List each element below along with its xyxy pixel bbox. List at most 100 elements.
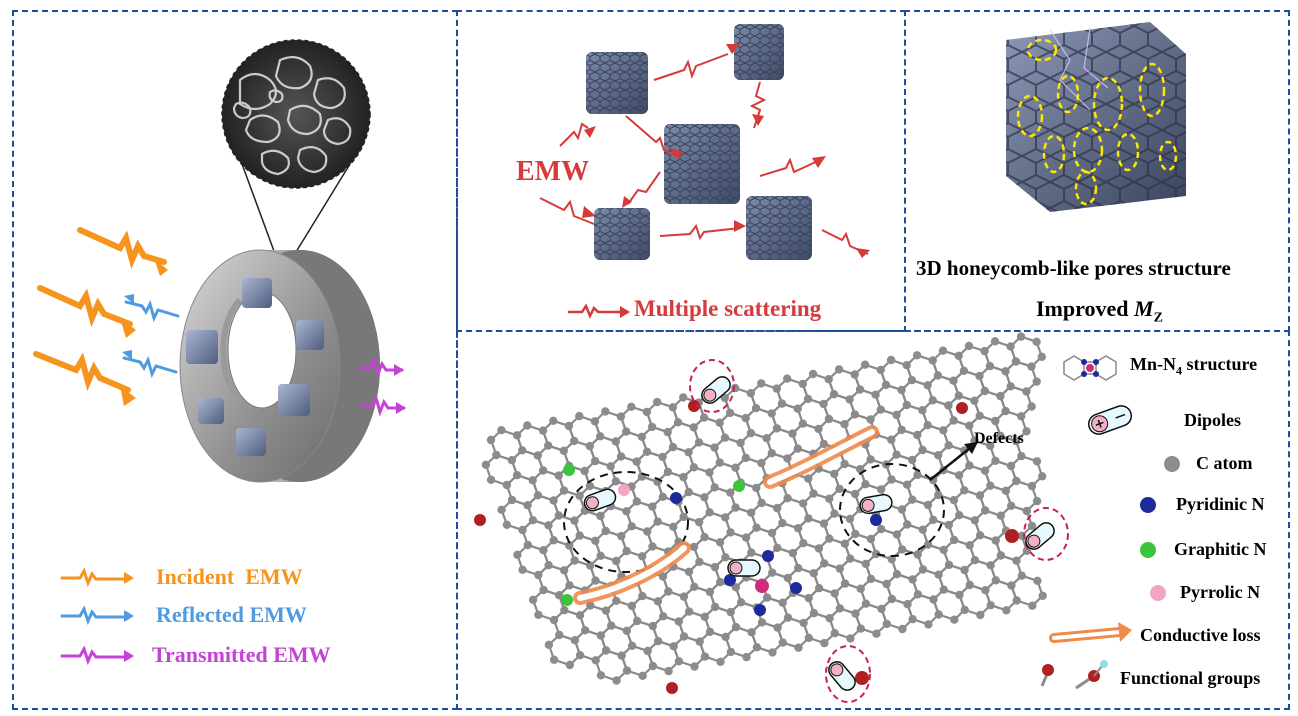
carbon-atom — [924, 620, 933, 629]
carbon-atom — [549, 655, 559, 664]
carbon-atom — [497, 505, 506, 514]
legend-conductive-loss: Conductive loss — [1140, 625, 1261, 645]
carbon-atom — [716, 657, 725, 666]
carbon-atom — [938, 346, 948, 355]
legend-c-atom: C atom — [1196, 453, 1253, 473]
carbon-atom — [664, 666, 673, 676]
dipole-icon — [1087, 405, 1133, 435]
carbon-atom — [898, 624, 907, 634]
carbon-atom — [544, 640, 554, 649]
carbon-atom — [860, 360, 870, 369]
ring-cubes — [186, 278, 324, 456]
mn-n4-structure-icon — [1063, 355, 1117, 381]
carbon-atom — [783, 374, 792, 383]
scatter-cube-5 — [746, 196, 812, 260]
multiple-scattering-label: Multiple scattering — [634, 296, 822, 321]
dopant-atoms — [561, 464, 882, 616]
defect-circles — [563, 463, 945, 573]
carbon-atom — [886, 355, 896, 365]
carbon-atom — [601, 407, 610, 416]
carbon-atom — [846, 634, 855, 643]
pyridinic-n-icon — [1140, 497, 1156, 513]
cube-icon — [198, 398, 224, 424]
carbon-atom — [518, 565, 527, 574]
mz-symbol: M — [1134, 296, 1154, 321]
cube-icon — [242, 278, 272, 308]
scatter-cube-2 — [734, 24, 784, 80]
carbon-atom — [523, 421, 532, 430]
scatter-cube-4 — [594, 208, 650, 260]
reflected-waves — [122, 294, 180, 379]
functional-group-atoms — [474, 400, 1019, 694]
carbon-atom — [1038, 472, 1047, 481]
scattering-arrows — [539, 53, 869, 255]
pore-highlights — [1016, 38, 1178, 206]
graphitic-n-atom — [563, 464, 575, 476]
scatter-cube-1 — [586, 52, 648, 114]
improved-mz-caption: Improved MZ — [1036, 296, 1163, 326]
carbon-atom — [596, 671, 606, 680]
legend-mn-n4-label: Mn-N — [1130, 354, 1176, 374]
cube-icon — [236, 428, 266, 456]
carbon-atom — [912, 351, 922, 360]
mn-atom — [755, 579, 769, 593]
absorber-ring — [179, 249, 380, 483]
carbon-atom — [1038, 591, 1047, 600]
cube-icon — [278, 384, 310, 416]
pyridinic-n-atom — [762, 550, 774, 562]
carbon-atom — [627, 402, 636, 411]
carbon-atom — [768, 648, 777, 657]
carbon-atom — [612, 676, 621, 685]
carbon-atom — [513, 550, 522, 559]
graphene-panel-frame — [456, 330, 1290, 710]
carbon-atom — [742, 652, 751, 662]
carbon-atom — [731, 383, 740, 393]
c-atom-icon — [1164, 456, 1180, 472]
legend-mn-n4: Mn-N4 structure — [1130, 354, 1257, 379]
carbon-atom — [1032, 337, 1041, 346]
carbon-atom — [486, 475, 496, 484]
transmitted-waves — [358, 355, 406, 417]
functional-groups-icon — [1040, 660, 1108, 690]
legend-mn-n4-sub: 4 — [1176, 363, 1182, 378]
scattering-wave-icon — [568, 303, 630, 320]
cube-icon — [296, 320, 324, 350]
cube-icon — [186, 330, 218, 364]
graphitic-n-atom — [561, 594, 573, 606]
graphitic-n-atom — [733, 480, 745, 492]
graphene-lattice — [481, 332, 1047, 685]
carbon-atom — [990, 337, 1000, 346]
carbon-atom — [1037, 352, 1047, 361]
carbon-atom — [1022, 427, 1031, 436]
legend-graphitic-n: Graphitic N — [1174, 539, 1267, 559]
carbon-atom — [808, 369, 818, 379]
defects-label: Defects — [974, 430, 1024, 447]
carbon-atom — [481, 460, 491, 469]
pyridinic-n-atom — [670, 492, 682, 504]
reflected-wave-icon — [60, 605, 134, 626]
carbon-atom — [486, 435, 496, 445]
carbon-atom — [565, 660, 574, 670]
carbon-atom — [690, 662, 699, 671]
conductive-loss-arrows — [573, 425, 879, 605]
carbon-atom — [1028, 601, 1037, 610]
pyridinic-n-atom — [790, 582, 802, 594]
carbon-atom — [964, 341, 974, 351]
conductive-loss-icon — [1049, 622, 1132, 643]
incident-waves — [33, 227, 168, 406]
emw-label: EMW — [516, 156, 590, 187]
carbon-atom — [1016, 332, 1026, 341]
legend-mn-n4-suffix: structure — [1182, 354, 1258, 374]
pyrrolic-n-icon — [1150, 585, 1166, 601]
carbon-atom — [1022, 546, 1032, 555]
mz-subscript: Z — [1153, 310, 1163, 326]
legend-dipoles: Dipoles — [1184, 410, 1242, 430]
carbon-atom — [638, 671, 647, 680]
carbon-atom — [1027, 521, 1037, 531]
pyridinic-n-atom — [724, 574, 736, 586]
improved-prefix: Improved — [1036, 296, 1134, 321]
carbon-atom — [502, 520, 512, 529]
carbon-atom — [794, 643, 803, 652]
